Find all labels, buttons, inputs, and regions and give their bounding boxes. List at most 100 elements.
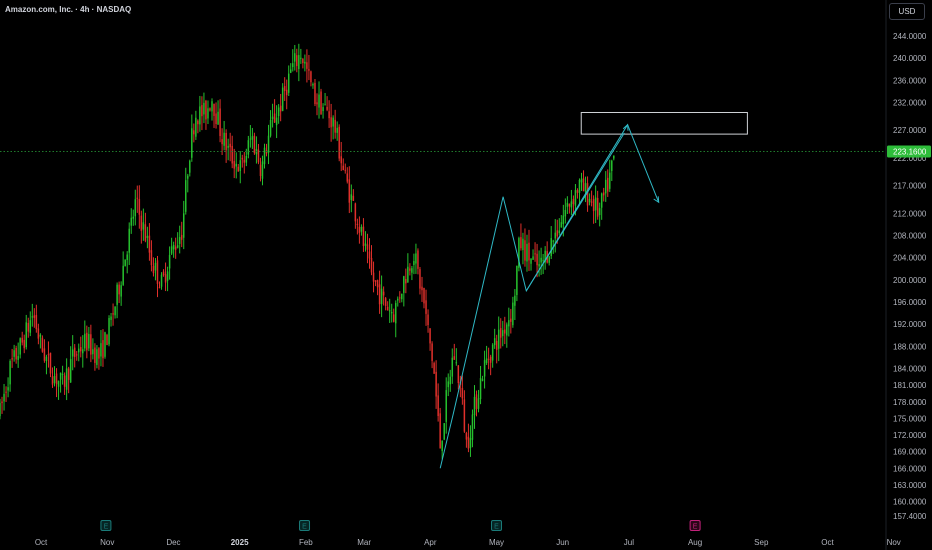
candle (403, 275, 405, 307)
candle-body (231, 145, 233, 164)
candle-body (350, 194, 353, 201)
candle (318, 81, 320, 119)
candle (584, 176, 587, 203)
candle (510, 308, 512, 334)
candle (67, 366, 70, 394)
candle (449, 369, 452, 392)
candle-body (3, 393, 5, 402)
candle-body (508, 320, 510, 327)
candle-body (82, 349, 84, 354)
candle (61, 365, 64, 385)
candle-body (594, 197, 597, 211)
candle-body (162, 271, 165, 276)
candle-body (419, 269, 421, 289)
candle-body (136, 197, 139, 199)
candle (281, 83, 284, 112)
candle (469, 425, 472, 457)
candle-body (287, 73, 290, 93)
candle-body (308, 69, 310, 71)
candle-body (399, 297, 401, 299)
price-axis[interactable]: 157.4000 160.0000 163.0000 166.0000 169.0000… (887, 32, 931, 521)
candle (374, 280, 377, 287)
candle (524, 228, 526, 267)
candle-body (37, 328, 40, 339)
candle-body (413, 261, 415, 266)
candle-body (370, 258, 373, 273)
candle-body (281, 87, 284, 111)
candle (425, 289, 427, 326)
y-tick-label: 178.0000 (893, 398, 927, 407)
candle (217, 100, 219, 125)
last-price-badge: 223.1600 (887, 145, 931, 158)
candle-body (372, 272, 375, 282)
candle-body (247, 140, 250, 155)
currency-button[interactable]: USD (889, 3, 925, 20)
candle (520, 223, 522, 251)
candle-body (544, 250, 546, 263)
candle-body (146, 235, 149, 238)
y-tick-label: 160.0000 (893, 498, 927, 507)
candle (554, 219, 557, 253)
candle (154, 258, 157, 281)
y-tick-label: 188.0000 (893, 342, 927, 351)
candle-body (243, 159, 246, 163)
candle (481, 375, 484, 382)
candle (49, 352, 52, 378)
candle-body (394, 303, 397, 324)
candle (324, 92, 326, 106)
candle (447, 373, 449, 397)
candle-body (235, 163, 237, 167)
candle-body (322, 107, 324, 112)
y-tick-label: 181.0000 (893, 381, 927, 390)
candle-body (437, 395, 439, 417)
candle (451, 348, 454, 384)
candle-body (57, 380, 60, 387)
candle-body (73, 347, 76, 357)
candle (41, 335, 44, 353)
candle (429, 328, 431, 351)
candle-body (237, 166, 240, 172)
candle-body (249, 138, 252, 140)
candle (356, 218, 359, 235)
candle-body (128, 228, 130, 253)
candles-layer (0, 43, 615, 460)
candle (332, 115, 334, 140)
candle-body (134, 199, 137, 217)
candle (475, 390, 478, 417)
candle-body (69, 359, 72, 383)
candle-body (586, 183, 589, 206)
candle (405, 268, 407, 294)
candle-body (356, 223, 359, 226)
candle (609, 159, 611, 193)
candle (473, 385, 476, 429)
x-tick-label: Feb (299, 538, 313, 547)
candle-body (613, 155, 615, 159)
candle-body (502, 330, 504, 337)
candle-body (71, 349, 74, 357)
candle (116, 282, 118, 319)
candle (174, 237, 177, 259)
candle-body (27, 322, 30, 332)
candle (344, 163, 347, 174)
candle-body (516, 265, 518, 296)
candle-body (318, 94, 320, 108)
earnings-marker: E (491, 520, 502, 531)
candle-body (378, 284, 381, 305)
candle-body (11, 358, 13, 360)
candle (37, 323, 40, 345)
candle-body (445, 390, 447, 422)
candle (27, 317, 30, 338)
time-axis[interactable]: Oct Nov Dec 2025 Feb Mar Apr May Jun Jul Aug Sep Oct… (35, 538, 901, 547)
symbol-title: Amazon.com, Inc. · 4h · NASDAQ (5, 5, 132, 14)
candle-body (316, 102, 318, 105)
candle (350, 184, 353, 213)
candle (491, 343, 494, 368)
candle (65, 358, 68, 401)
x-tick-label: Nov (887, 538, 901, 547)
x-tick-label: 2025 (231, 538, 249, 547)
candle-body (512, 302, 514, 326)
candle (86, 325, 88, 359)
candle (588, 193, 591, 206)
candle-body (178, 237, 181, 244)
